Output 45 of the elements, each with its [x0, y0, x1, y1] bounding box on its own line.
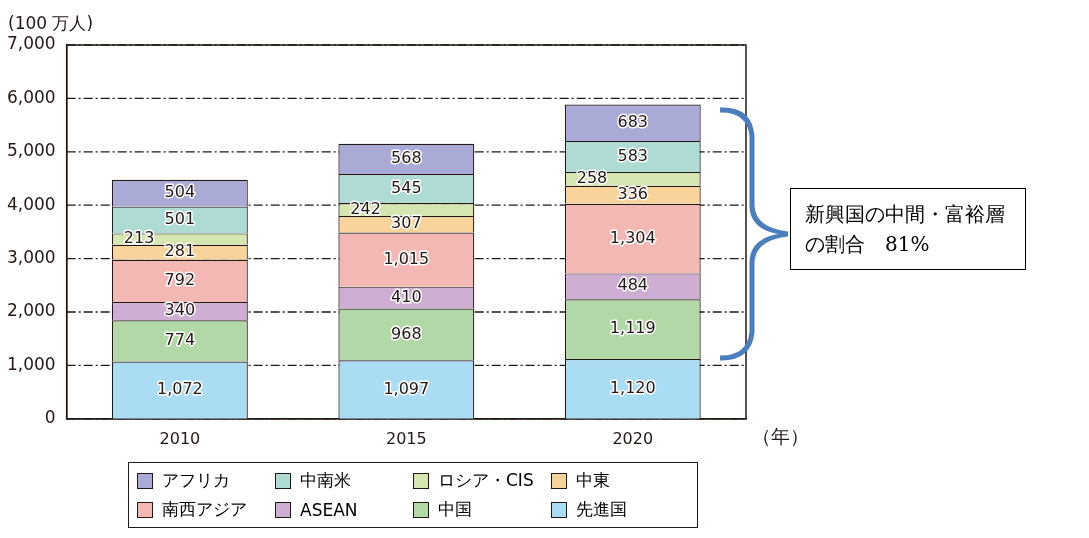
data-label: 1,120	[609, 378, 656, 398]
legend-label: 中国	[438, 498, 472, 521]
legend-label: 中東	[576, 469, 610, 492]
data-label: 1,304	[609, 227, 656, 247]
data-label: 410	[391, 286, 422, 306]
data-label: 213	[123, 228, 155, 248]
data-label: 336	[617, 183, 649, 203]
data-label: 683	[617, 111, 649, 131]
data-label: 792	[164, 270, 196, 290]
legend-label: 先進国	[576, 498, 627, 521]
y-tick-label: 6,000	[7, 86, 56, 107]
legend-label: ロシア・CIS	[438, 469, 534, 492]
data-label: 545	[391, 177, 422, 197]
y-tick-label: 1,000	[7, 353, 56, 374]
x-tick-label: 2020	[612, 428, 654, 448]
y-tick-label: 7,000	[7, 33, 56, 54]
data-label: 501	[164, 209, 196, 229]
data-label: 504	[164, 182, 196, 202]
y-tick-label: 3,000	[7, 247, 56, 268]
legend-label: ASEAN	[300, 499, 358, 520]
data-label: 1,072	[156, 379, 203, 399]
data-label: 1,097	[383, 378, 430, 398]
x-axis-title: （年）	[752, 424, 809, 449]
data-label: 568	[391, 148, 422, 168]
y-tick-label: 0	[44, 407, 56, 428]
data-label: 1,015	[383, 248, 430, 268]
text: 新興国の中間・富裕層の割合 81%	[790, 188, 1026, 270]
y-tick-label: 4,000	[7, 193, 56, 214]
data-label: 968	[391, 323, 422, 343]
y-tick-label: 2,000	[7, 300, 56, 321]
data-label: 258	[576, 168, 608, 188]
legend-label: アフリカ	[162, 469, 230, 492]
x-tick-label: 2010	[159, 428, 201, 448]
data-label: 340	[164, 300, 196, 320]
legend-label: 中南米	[300, 469, 351, 492]
data-label: 583	[617, 145, 649, 165]
x-tick-label: 2015	[385, 428, 427, 448]
legend-label: 南西アジア	[162, 498, 247, 521]
data-label: 774	[164, 330, 196, 350]
data-label: 281	[164, 241, 196, 261]
y-tick-label: 5,000	[7, 140, 56, 161]
data-label: 1,119	[609, 318, 656, 338]
data-label: 484	[617, 275, 649, 295]
y-axis-title: (100 万人)	[8, 12, 94, 35]
data-label: 242	[350, 198, 381, 218]
